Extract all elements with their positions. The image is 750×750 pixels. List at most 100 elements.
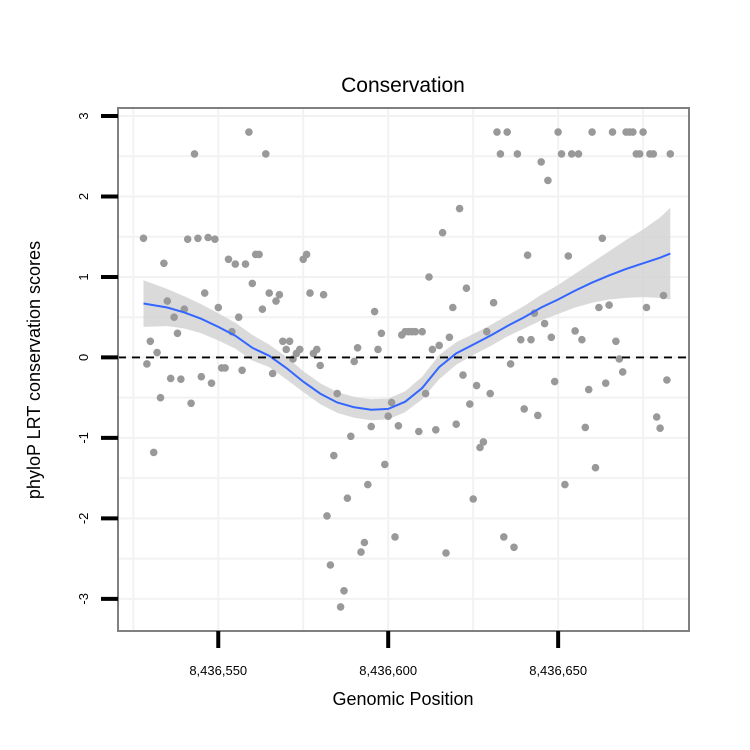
data-point xyxy=(330,451,338,460)
data-point xyxy=(160,259,168,268)
data-point xyxy=(370,307,379,316)
data-point xyxy=(394,422,403,430)
data-point xyxy=(649,150,658,158)
data-point xyxy=(642,303,651,312)
data-point xyxy=(194,234,202,243)
chart-title: Conservation xyxy=(341,74,465,97)
data-point xyxy=(544,176,552,185)
data-point xyxy=(207,379,216,388)
data-point xyxy=(238,366,246,375)
data-point xyxy=(469,495,478,503)
data-point xyxy=(578,335,586,344)
data-point xyxy=(234,313,243,322)
data-point xyxy=(652,413,661,421)
data-point xyxy=(425,273,433,281)
data-point xyxy=(381,460,389,469)
data-point xyxy=(510,543,518,552)
data-point xyxy=(340,587,348,595)
data-point xyxy=(503,128,512,136)
data-point xyxy=(336,603,345,611)
data-point xyxy=(496,150,505,158)
x-tick-label: 8,436,650 xyxy=(529,663,587,678)
data-point xyxy=(534,411,542,420)
data-point xyxy=(581,423,590,432)
data-point xyxy=(421,389,430,398)
data-point xyxy=(493,128,501,136)
data-point xyxy=(282,345,291,354)
data-point xyxy=(415,427,423,436)
data-points xyxy=(139,128,675,611)
data-point xyxy=(316,361,325,370)
data-point xyxy=(224,255,233,264)
data-point xyxy=(391,533,399,541)
data-point xyxy=(663,376,671,384)
data-point xyxy=(520,405,528,413)
data-point xyxy=(275,290,284,299)
data-point xyxy=(245,128,253,136)
data-point xyxy=(149,448,158,457)
data-point xyxy=(268,369,277,378)
data-point xyxy=(472,381,481,390)
data-point xyxy=(323,512,331,520)
data-point xyxy=(285,337,294,346)
data-point xyxy=(350,357,359,366)
data-point xyxy=(146,337,155,346)
data-point xyxy=(374,345,382,354)
data-point xyxy=(153,348,161,357)
data-point xyxy=(272,297,280,305)
data-point xyxy=(517,335,525,344)
data-point xyxy=(601,379,610,388)
data-point xyxy=(466,400,474,408)
data-point xyxy=(306,289,314,297)
confidence-ribbon-layer xyxy=(143,207,671,421)
data-point xyxy=(364,480,372,489)
data-point xyxy=(384,412,393,421)
data-point xyxy=(173,329,182,338)
data-point xyxy=(197,372,206,381)
data-point xyxy=(500,533,508,541)
data-point xyxy=(262,150,270,158)
data-point xyxy=(177,375,185,384)
data-point xyxy=(265,289,274,297)
data-point xyxy=(357,548,365,556)
data-point xyxy=(166,374,175,383)
data-point xyxy=(483,327,491,336)
y-tick-label: -1 xyxy=(76,432,91,444)
data-point xyxy=(449,303,457,312)
data-point xyxy=(554,128,562,136)
x-tick-label: 8,436,600 xyxy=(359,663,417,678)
data-point xyxy=(353,344,362,352)
data-point xyxy=(567,150,576,158)
data-point xyxy=(190,150,199,158)
y-tick-label: 0 xyxy=(76,354,91,361)
data-point xyxy=(550,377,559,386)
plot-panel xyxy=(117,107,690,632)
x-axis-title: Genomic Position xyxy=(332,689,473,709)
data-point xyxy=(479,438,488,446)
data-point xyxy=(255,250,263,259)
data-point xyxy=(462,284,471,293)
data-point xyxy=(313,345,321,354)
y-tick-label: 3 xyxy=(76,112,91,119)
data-point xyxy=(605,301,613,309)
data-point xyxy=(486,389,495,398)
data-point xyxy=(248,279,257,288)
smooth-line-layer xyxy=(143,252,671,411)
data-point xyxy=(557,150,566,158)
y-tick-label: 2 xyxy=(76,193,91,200)
data-point xyxy=(221,364,229,372)
data-point xyxy=(588,128,596,136)
data-point xyxy=(428,345,437,354)
data-point xyxy=(183,235,192,243)
data-point xyxy=(615,355,624,363)
data-point xyxy=(489,298,498,307)
y-tick-label: 1 xyxy=(76,273,91,280)
data-point xyxy=(656,424,664,433)
data-point xyxy=(452,420,461,429)
x-axis: 8,436,550 8,436,600 8,436,650 xyxy=(189,631,587,678)
data-point xyxy=(163,297,172,305)
data-point xyxy=(608,128,617,136)
data-point xyxy=(143,360,151,368)
data-point xyxy=(659,291,668,300)
data-point xyxy=(639,128,647,136)
